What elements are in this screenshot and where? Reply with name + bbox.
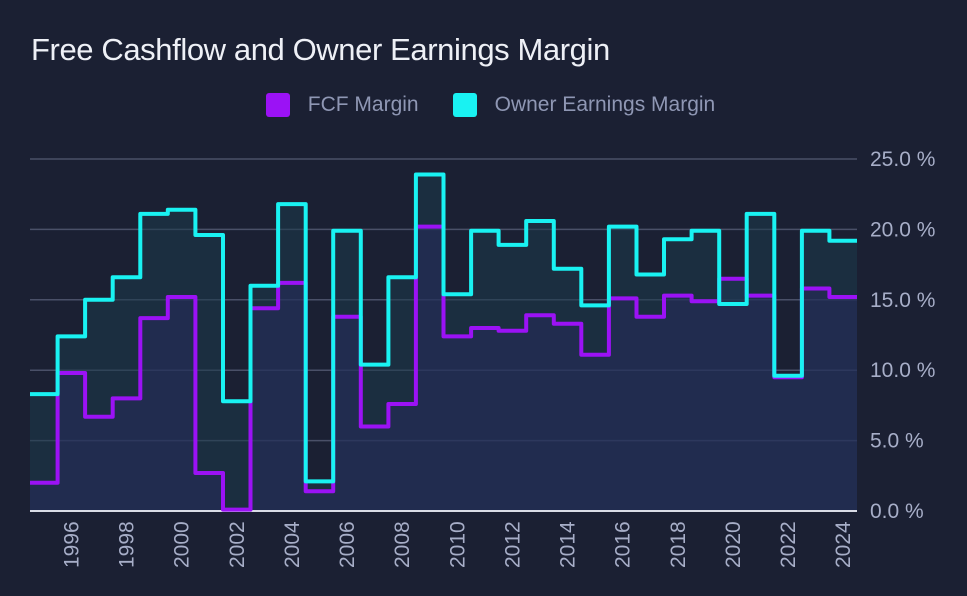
legend-item-owner-earnings-margin[interactable]: Owner Earnings Margin	[452, 93, 716, 117]
x-tick-label: 2012	[501, 521, 524, 568]
x-tick-label: 2000	[171, 521, 194, 568]
x-tick-label: 2002	[226, 521, 249, 568]
area-owner-earnings-margin	[30, 174, 857, 510]
x-tick-label: 2020	[722, 521, 745, 568]
chart-title: Free Cashflow and Owner Earnings Margin	[31, 32, 610, 67]
x-tick-label: 1998	[115, 521, 138, 568]
x-tick-label: 2014	[557, 521, 580, 568]
x-tick-label: 2006	[336, 521, 359, 568]
x-tick-label: 2004	[281, 521, 304, 568]
y-tick-label: 25.0 %	[870, 148, 935, 171]
x-tick-label: 2010	[446, 521, 469, 568]
y-tick-label: 10.0 %	[870, 359, 935, 382]
series-line-owner-earnings-margin	[30, 172, 857, 484]
y-tick-label: 0.0 %	[870, 500, 924, 523]
legend-label-owner-earnings-margin: Owner Earnings Margin	[494, 93, 716, 116]
legend-swatch-fcf-margin	[265, 93, 290, 117]
legend-label-fcf-margin: FCF Margin	[307, 93, 419, 116]
x-tick-label: 1996	[60, 521, 83, 568]
y-tick-label: 5.0 %	[870, 430, 924, 453]
legend-swatch-owner-earnings-margin	[452, 93, 477, 117]
y-tick-label: 20.0 %	[870, 218, 935, 241]
x-tick-label: 2022	[777, 521, 800, 568]
legend-item-fcf-margin[interactable]: FCF Margin	[265, 93, 419, 117]
x-tick-label: 2024	[832, 521, 855, 568]
x-tick-label: 2008	[391, 521, 414, 568]
legend: FCF Margin Owner Earnings Margin	[0, 93, 967, 117]
x-tick-label: 2016	[612, 521, 635, 568]
x-tick-label: 2018	[667, 521, 690, 568]
y-tick-label: 15.0 %	[870, 289, 935, 312]
area-fcf-margin	[30, 226, 857, 511]
